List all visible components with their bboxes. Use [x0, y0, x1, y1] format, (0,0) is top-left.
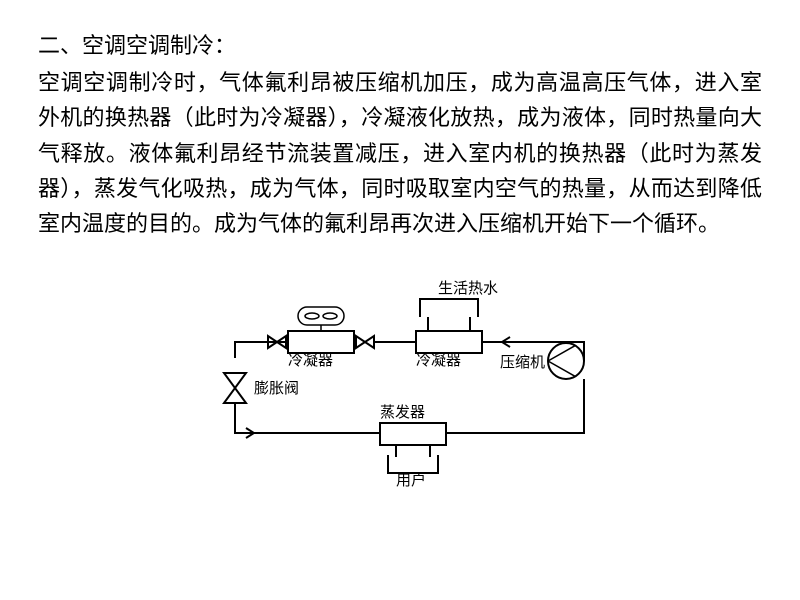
- section-heading: 二、空调空调制冷：: [38, 28, 762, 63]
- svg-text:用户: 用户: [396, 472, 426, 489]
- svg-text:压缩机: 压缩机: [500, 354, 545, 371]
- svg-text:冷凝器: 冷凝器: [288, 352, 333, 369]
- section-body: 空调空调制冷时，气体氟利昂被压缩机加压，成为高温高压气体，进入室外机的换热器（此…: [38, 65, 762, 241]
- svg-text:生活热水: 生活热水: [438, 280, 498, 297]
- svg-text:蒸发器: 蒸发器: [380, 404, 425, 421]
- svg-text:冷凝器: 冷凝器: [416, 352, 461, 369]
- diagram-container: 冷凝器 冷凝器 生活热水压缩机蒸发器用户 膨胀阀: [38, 265, 762, 495]
- svg-text:膨胀阀: 膨胀阀: [254, 380, 299, 397]
- refrigeration-cycle-diagram: 冷凝器 冷凝器 生活热水压缩机蒸发器用户 膨胀阀: [170, 265, 630, 495]
